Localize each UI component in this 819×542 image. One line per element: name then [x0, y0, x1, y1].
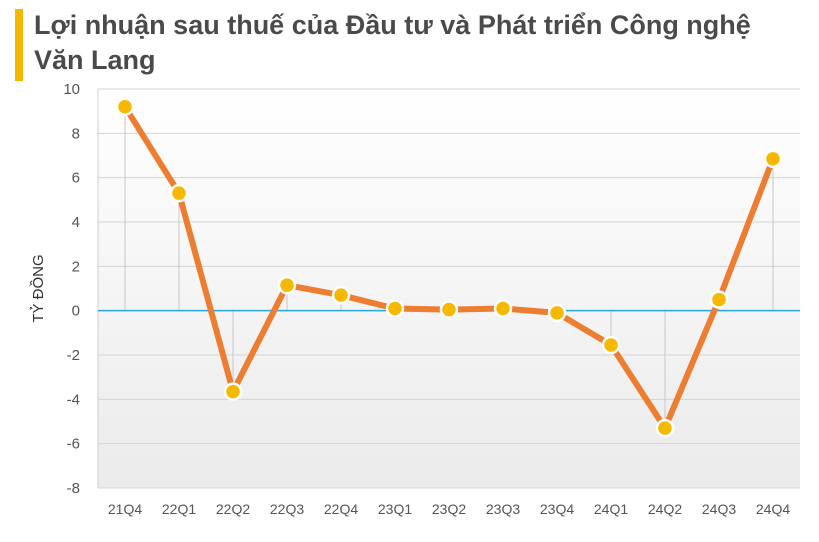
data-point: [169, 183, 189, 203]
data-point: [601, 335, 621, 355]
y-tick-label: -4: [67, 391, 80, 408]
x-tick-label: 24Q3: [702, 501, 736, 517]
x-tick-label: 22Q3: [270, 501, 304, 517]
data-point: [709, 290, 729, 309]
x-tick-label: 23Q3: [486, 501, 520, 517]
x-tick-label: 24Q4: [756, 501, 790, 517]
x-tick-label: 22Q2: [216, 501, 250, 517]
y-axis-ticks: 10 8 6 4 2 0 -2 -4 -6 -8: [63, 81, 80, 497]
y-tick-label: 6: [72, 170, 80, 187]
data-point: [223, 382, 243, 401]
x-tick-label: 21Q4: [108, 501, 142, 517]
x-tick-label: 23Q1: [378, 501, 412, 517]
y-tick-label: 10: [63, 81, 80, 98]
y-tick-label: 8: [72, 125, 80, 142]
y-tick-label: 0: [72, 303, 80, 320]
data-point: [115, 97, 135, 116]
data-point: [331, 285, 351, 305]
y-tick-label: -8: [67, 480, 80, 497]
drop-lines: [124, 106, 774, 429]
chart-title: Lợi nhuận sau thuế của Đầu tư và Phát tr…: [34, 10, 751, 75]
data-point: [277, 275, 297, 295]
title-accent-bar: [15, 9, 23, 81]
y-tick-label: 4: [72, 214, 80, 231]
data-point: [763, 149, 783, 169]
x-axis-ticks: 21Q4 22Q1 22Q2 22Q3 22Q4 23Q1 23Q2 23Q3 23Q4 24Q1…: [108, 501, 790, 517]
y-tick-label: 2: [72, 258, 80, 275]
data-point: [547, 303, 567, 323]
x-tick-label: 24Q1: [594, 501, 628, 517]
x-tick-label: 22Q4: [324, 501, 358, 517]
data-point: [385, 299, 405, 318]
plot-area: [98, 89, 800, 488]
gridlines: [97, 88, 800, 489]
x-tick-label: 23Q2: [432, 501, 466, 517]
data-point: [493, 299, 513, 318]
y-axis-label: TỶ ĐỒNG: [29, 254, 47, 322]
x-tick-label: 22Q1: [162, 501, 196, 517]
y-tick-label: -6: [67, 436, 80, 453]
data-point: [655, 418, 675, 438]
data-markers: [115, 97, 783, 438]
y-tick-label: -2: [67, 347, 80, 364]
x-tick-label: 23Q4: [540, 501, 574, 517]
x-tick-label: 24Q2: [648, 501, 682, 517]
data-point: [439, 300, 459, 319]
